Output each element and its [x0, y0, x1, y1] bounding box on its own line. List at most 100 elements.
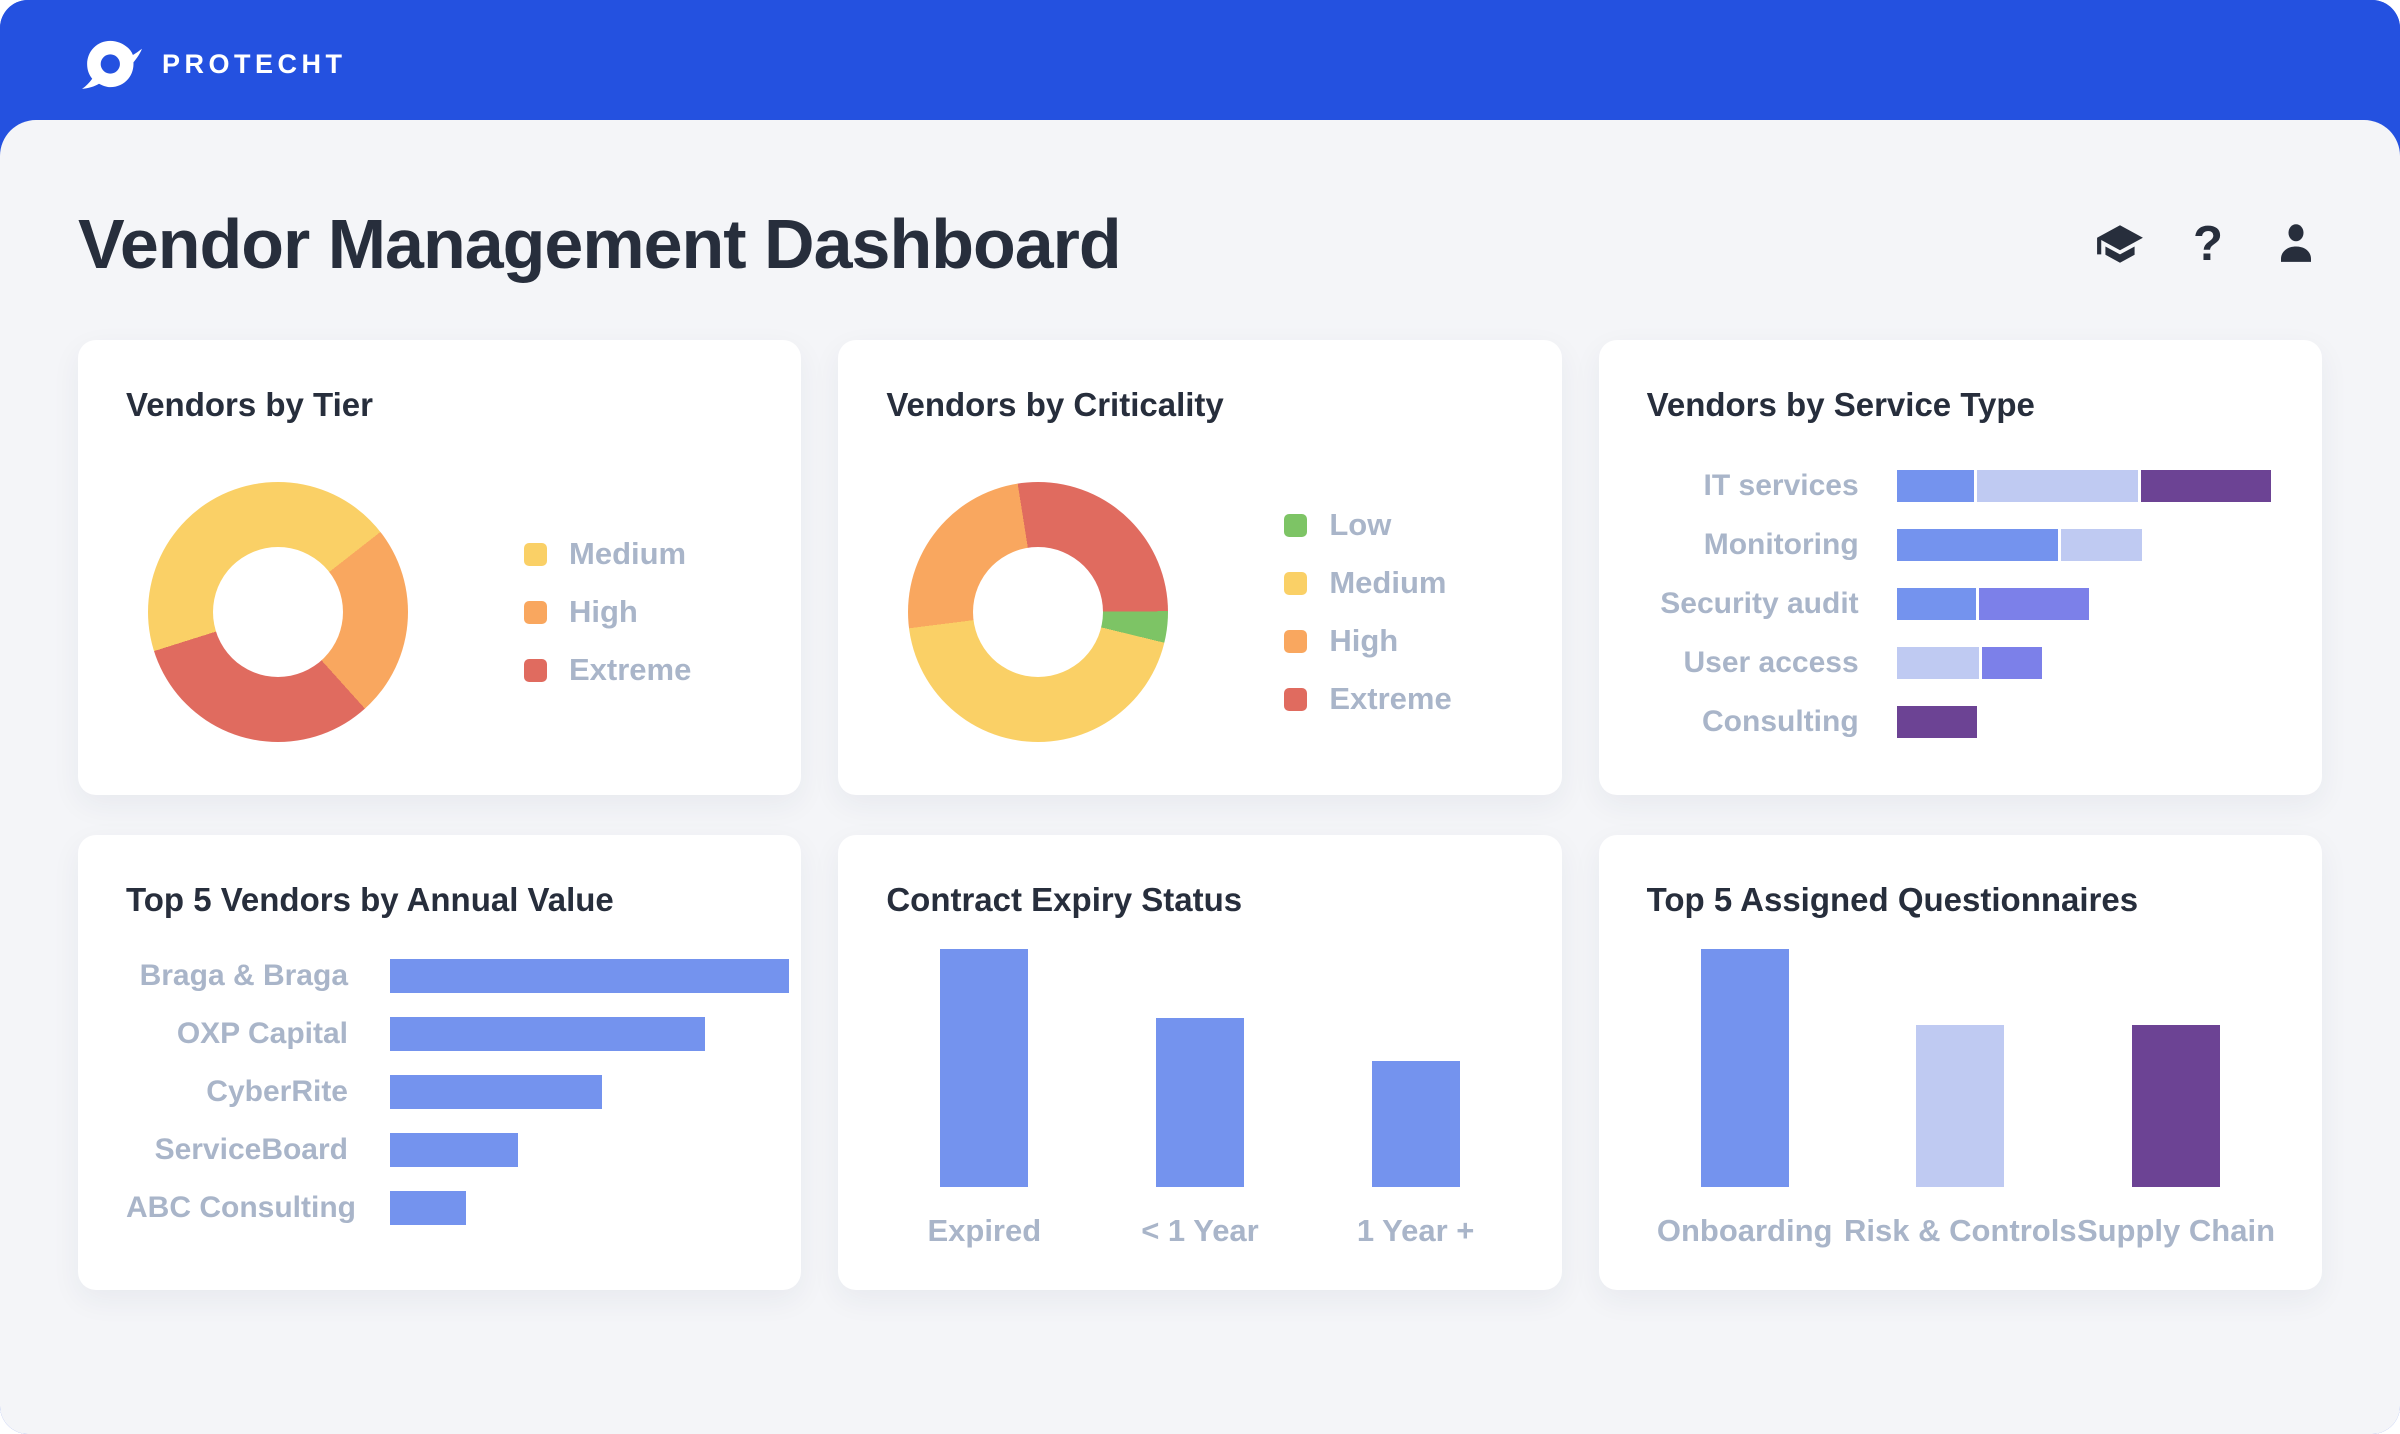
brand-logo[interactable]: PROTECHT — [80, 38, 347, 90]
value-bar[interactable] — [1155, 1018, 1244, 1187]
stacked-bar[interactable] — [1896, 470, 2271, 502]
category-label: OXP Capital — [176, 1017, 348, 1050]
legend-label: Medium — [1329, 565, 1447, 600]
legend-swatch — [1284, 571, 1308, 595]
category-label: ABC Consulting — [126, 1191, 356, 1224]
value-bar[interactable] — [390, 1075, 602, 1109]
horizontal-bar-chart: Braga & Braga OXP Capital CyberRite Service… — [126, 959, 790, 1225]
legend-item[interactable]: Extreme — [1284, 681, 1452, 716]
bar-segment[interactable] — [1978, 588, 2089, 620]
academy-cap-icon[interactable] — [2094, 218, 2146, 270]
chart-legend: Medium High Extreme — [524, 536, 692, 687]
category-label: CyberRite — [206, 1075, 348, 1108]
stacked-bar[interactable] — [1896, 706, 2271, 738]
dashboard-grid: Vendors by Tier Medium High Extreme Vendor… — [78, 340, 2322, 1290]
category-label: 1 Year + — [1356, 1213, 1475, 1248]
vendors-by-tier-donut[interactable] — [148, 482, 408, 742]
category-label: User access — [1683, 646, 1859, 679]
header-icon-group: ? — [2094, 218, 2322, 270]
value-bar[interactable] — [390, 959, 790, 993]
page-title: Vendor Management Dashboard — [78, 205, 1122, 283]
vertical-bar-chart: Expired < 1 Year 1 Year + — [886, 949, 1513, 1249]
donut-chart-row: Medium High Extreme — [126, 482, 753, 742]
legend-swatch — [524, 542, 547, 566]
donut-chart-row: Low Medium High Extreme — [886, 482, 1513, 742]
category-label: Onboarding — [1656, 1213, 1833, 1248]
value-bar[interactable] — [390, 1133, 518, 1167]
stacked-bar-row: User access — [1647, 646, 2274, 679]
stacked-bar[interactable] — [1896, 529, 2271, 561]
category-label: Supply Chain — [2076, 1213, 2276, 1248]
value-bar[interactable] — [390, 1017, 706, 1051]
legend-item[interactable]: Extreme — [524, 652, 692, 687]
category-label: Monitoring — [1703, 528, 1859, 561]
bar-segment[interactable] — [2141, 470, 2271, 502]
bar-track — [390, 1017, 789, 1051]
bar-row: ServiceBoard — [126, 1133, 789, 1167]
category-label: Security audit — [1660, 587, 1859, 620]
card-title: Contract Expiry Status — [886, 881, 1243, 918]
card-vendors-by-service-type: Vendors by Service Type IT services Monit… — [1598, 340, 2322, 795]
bar-track — [390, 1133, 789, 1167]
card-vendors-by-tier: Vendors by Tier Medium High Extreme — [78, 340, 802, 795]
legend-label: High — [569, 594, 638, 629]
category-label: ServiceBoard — [154, 1133, 348, 1166]
legend-item[interactable]: Medium — [524, 536, 691, 571]
value-bar[interactable] — [1371, 1060, 1460, 1187]
profile-icon[interactable] — [2270, 218, 2322, 270]
legend-item[interactable]: High — [1284, 623, 1451, 658]
bar-segment[interactable] — [1896, 647, 1979, 679]
bar-segment[interactable] — [1981, 647, 2043, 679]
bar-row: CyberRite — [126, 1075, 789, 1109]
vendors-by-criticality-donut[interactable] — [908, 482, 1169, 742]
vertical-bar-chart: Onboarding Risk & Controls Supply Chain — [1647, 949, 2276, 1249]
bar-column: Risk & Controls — [1844, 949, 2077, 1249]
bar-segment[interactable] — [1896, 588, 1976, 620]
bar-segment[interactable] — [1896, 706, 1978, 738]
stacked-bar[interactable] — [1896, 588, 2271, 620]
help-icon[interactable]: ? — [2182, 218, 2234, 270]
category-label: Braga & Braga — [139, 959, 348, 992]
stacked-bar-row: IT services — [1647, 469, 2274, 502]
legend-item[interactable]: Medium — [1284, 565, 1451, 600]
donut-hole — [973, 547, 1104, 677]
value-bar[interactable] — [1700, 949, 1789, 1187]
value-bar[interactable] — [2131, 1025, 2220, 1187]
bar-segment[interactable] — [1977, 470, 2139, 502]
bar-column: Expired — [888, 949, 1080, 1249]
card-title: Vendors by Tier — [126, 386, 373, 423]
category-label: < 1 Year — [1141, 1213, 1259, 1248]
category-label: Consulting — [1702, 705, 1859, 738]
bar-area — [1864, 949, 2056, 1187]
legend-item[interactable]: High — [524, 594, 691, 629]
stacked-bar-row: Monitoring — [1647, 528, 2274, 561]
card-top5-assigned-questionnaires: Top 5 Assigned Questionnaires Onboarding… — [1598, 835, 2322, 1290]
card-title: Vendors by Service Type — [1646, 386, 2035, 423]
bar-row: OXP Capital — [126, 1017, 789, 1051]
stacked-bar[interactable] — [1896, 647, 2271, 679]
bar-row: ABC Consulting — [126, 1191, 789, 1225]
bar-segment[interactable] — [2060, 529, 2142, 561]
legend-swatch — [524, 600, 547, 624]
value-bar[interactable] — [390, 1191, 466, 1225]
card-vendors-by-criticality: Vendors by Criticality Low Medium High Extr… — [838, 340, 1562, 795]
stacked-bar-row: Security audit — [1647, 587, 2274, 620]
category-label: Expired — [927, 1213, 1042, 1248]
card-title: Vendors by Criticality — [886, 386, 1224, 423]
card-title: Top 5 Assigned Questionnaires — [1646, 881, 2139, 918]
bar-segment[interactable] — [1896, 529, 2058, 561]
category-label: Risk & Controls — [1844, 1213, 2077, 1248]
stacked-bar-row: Consulting — [1647, 705, 2274, 738]
bar-segment[interactable] — [1896, 470, 1975, 502]
bar-area — [1104, 949, 1296, 1187]
card-title: Top 5 Vendors by Annual Value — [126, 881, 614, 918]
value-bar[interactable] — [1916, 1025, 2005, 1187]
bar-area — [1649, 949, 1841, 1187]
value-bar[interactable] — [940, 949, 1029, 1187]
legend-swatch — [1284, 687, 1308, 711]
bar-area — [1320, 949, 1512, 1187]
legend-label: Extreme — [569, 652, 692, 687]
legend-item[interactable]: Low — [1284, 507, 1451, 542]
donut-hole — [213, 547, 343, 677]
